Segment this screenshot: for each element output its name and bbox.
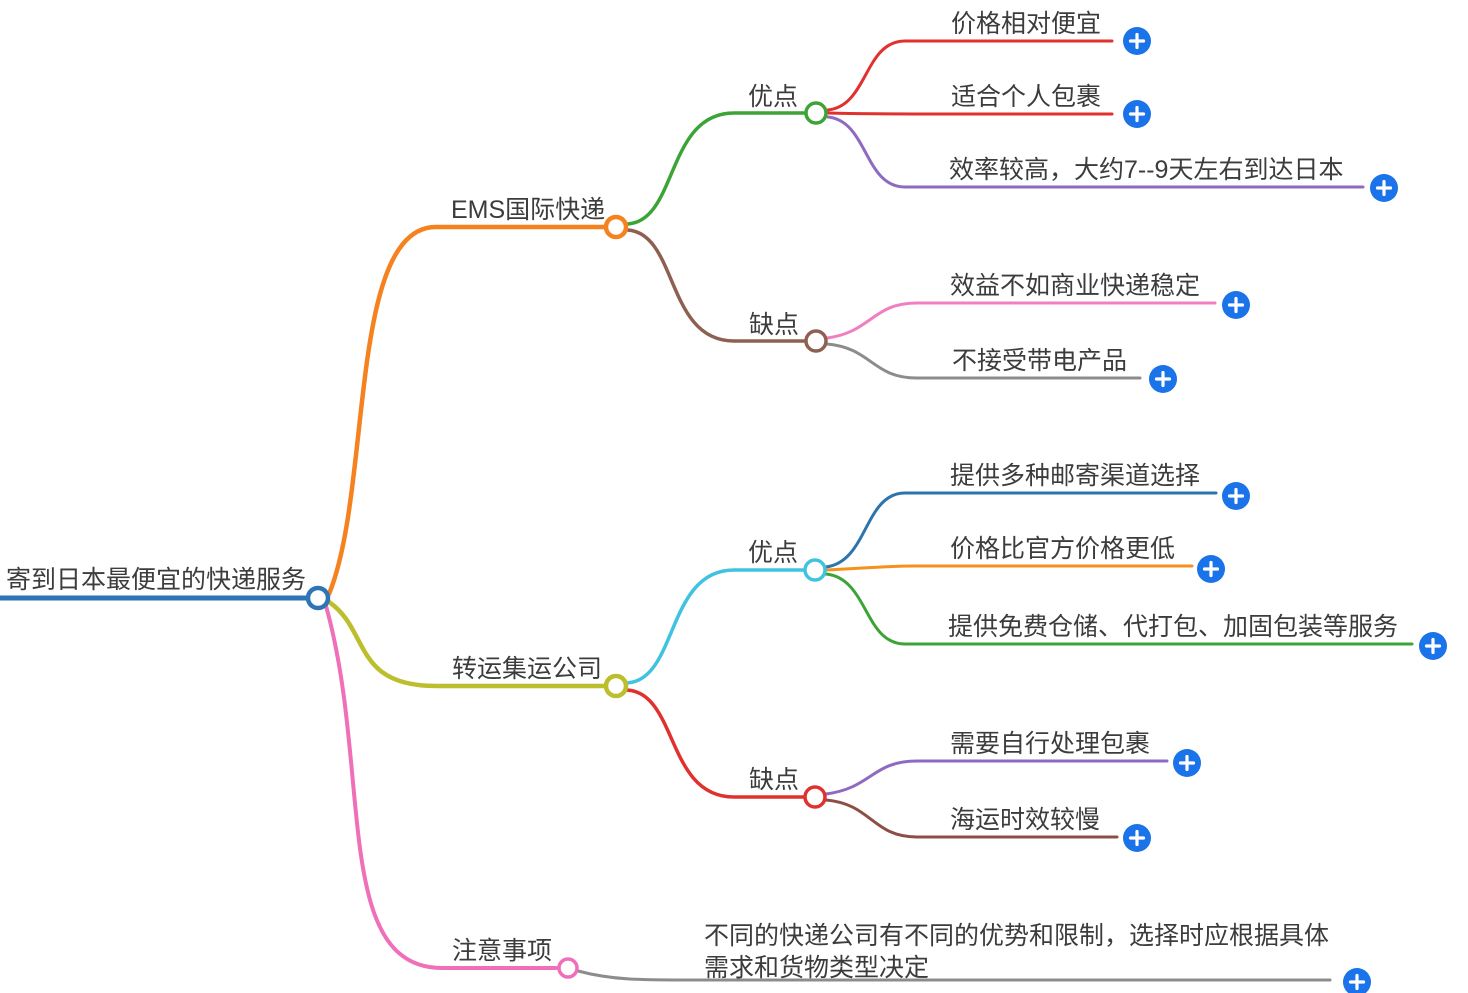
plus-icon[interactable] <box>1343 968 1371 993</box>
edge-forwarding-cons <box>625 688 805 799</box>
plus-icon[interactable] <box>1419 632 1447 660</box>
forwarding-cons-node-label[interactable]: 缺点 <box>749 766 800 794</box>
ems-pros-node-label[interactable]: 优点 <box>748 83 799 111</box>
plus-icon-glyph <box>1128 829 1146 847</box>
plus-icon[interactable] <box>1123 824 1151 852</box>
plus-icon-glyph <box>1154 370 1172 388</box>
edge-forwarding-pros <box>625 568 805 685</box>
edge-forwarding-pros-item-2 <box>824 572 1414 646</box>
plus-icon[interactable] <box>1222 482 1250 510</box>
edge-ems-cons-item-1 <box>825 342 1142 380</box>
plus-icon[interactable] <box>1197 555 1225 583</box>
ems-node-anchor[interactable] <box>603 214 629 240</box>
plus-icon-glyph <box>1128 32 1146 50</box>
forwarding-cons-item-1-label[interactable]: 海运时效较慢 <box>950 806 1101 834</box>
ems-pros-item-0-label[interactable]: 价格相对便宜 <box>951 10 1102 38</box>
notes-node-label[interactable]: 注意事项 <box>452 937 553 965</box>
forwarding-pros-node-anchor[interactable] <box>803 558 827 582</box>
edge-ems-pros-item-1 <box>826 111 1114 116</box>
plus-icon-glyph <box>1202 560 1220 578</box>
edge-forwarding-cons-item-0 <box>824 759 1169 796</box>
ems-cons-node-anchor[interactable] <box>804 329 828 353</box>
edge-ems-cons-item-0 <box>825 301 1217 340</box>
ems-cons-node-label[interactable]: 缺点 <box>749 311 800 339</box>
plus-icon-glyph <box>1128 105 1146 123</box>
edge-ems-cons <box>626 228 806 343</box>
notes-node-anchor[interactable] <box>557 957 579 979</box>
plus-icon-glyph <box>1375 179 1393 197</box>
notes-item-label-line-1[interactable]: 不同的快递公司有不同的优势和限制，选择时应根据具体 <box>704 922 1330 950</box>
edge-root-ems <box>326 224 607 597</box>
plus-icon[interactable] <box>1149 365 1177 393</box>
edge-ems-pros-item-2 <box>826 115 1365 189</box>
forwarding-node-anchor[interactable] <box>603 673 629 699</box>
root-node-label[interactable]: 寄到日本最便宜的快递服务 <box>6 566 307 594</box>
plus-icon[interactable] <box>1173 749 1201 777</box>
edge-notes-item <box>576 969 1332 982</box>
plus-icon-glyph <box>1227 487 1245 505</box>
forwarding-node-label[interactable]: 转运集运公司 <box>452 655 603 683</box>
plus-icon[interactable] <box>1370 174 1398 202</box>
ems-pros-node-anchor[interactable] <box>804 101 828 125</box>
forwarding-cons-node-anchor[interactable] <box>803 785 827 809</box>
edge-ems-pros <box>626 111 806 226</box>
edge-ems-pros-item-0 <box>826 39 1114 112</box>
plus-icon-glyph <box>1424 637 1442 655</box>
edge-root-notes <box>324 604 558 970</box>
edge-forwarding-pros-item-0 <box>824 491 1218 569</box>
forwarding-pros-item-1-label[interactable]: 价格比官方价格更低 <box>950 535 1176 563</box>
ems-pros-item-2-label[interactable]: 效率较高，大约7--9天左右到达日本 <box>949 156 1344 184</box>
forwarding-pros-item-2-label[interactable]: 提供免费仓储、代打包、加固包装等服务 <box>948 613 1399 641</box>
plus-icon[interactable] <box>1222 291 1250 319</box>
ems-cons-item-0-label[interactable]: 效益不如商业快递稳定 <box>950 272 1201 300</box>
plus-icon[interactable] <box>1123 27 1151 55</box>
notes-item-label-line-2[interactable]: 需求和货物类型决定 <box>704 954 930 982</box>
plus-icon-glyph <box>1348 973 1366 991</box>
root-node-anchor[interactable] <box>305 585 331 611</box>
forwarding-pros-item-0-label[interactable]: 提供多种邮寄渠道选择 <box>950 462 1201 490</box>
plus-icon-glyph <box>1178 754 1196 772</box>
edge-forwarding-pros-item-1 <box>824 564 1194 572</box>
edge-root-forwarding <box>326 599 607 689</box>
ems-cons-item-1-label[interactable]: 不接受带电产品 <box>952 347 1128 375</box>
plus-icon-glyph <box>1227 296 1245 314</box>
ems-node-label[interactable]: EMS国际快递 <box>451 196 606 224</box>
plus-icon[interactable] <box>1123 100 1151 128</box>
forwarding-pros-node-label[interactable]: 优点 <box>748 539 799 567</box>
edge-forwarding-cons-item-1 <box>824 798 1119 839</box>
forwarding-cons-item-0-label[interactable]: 需要自行处理包裹 <box>950 730 1151 758</box>
ems-pros-item-1-label[interactable]: 适合个人包裹 <box>951 83 1102 111</box>
